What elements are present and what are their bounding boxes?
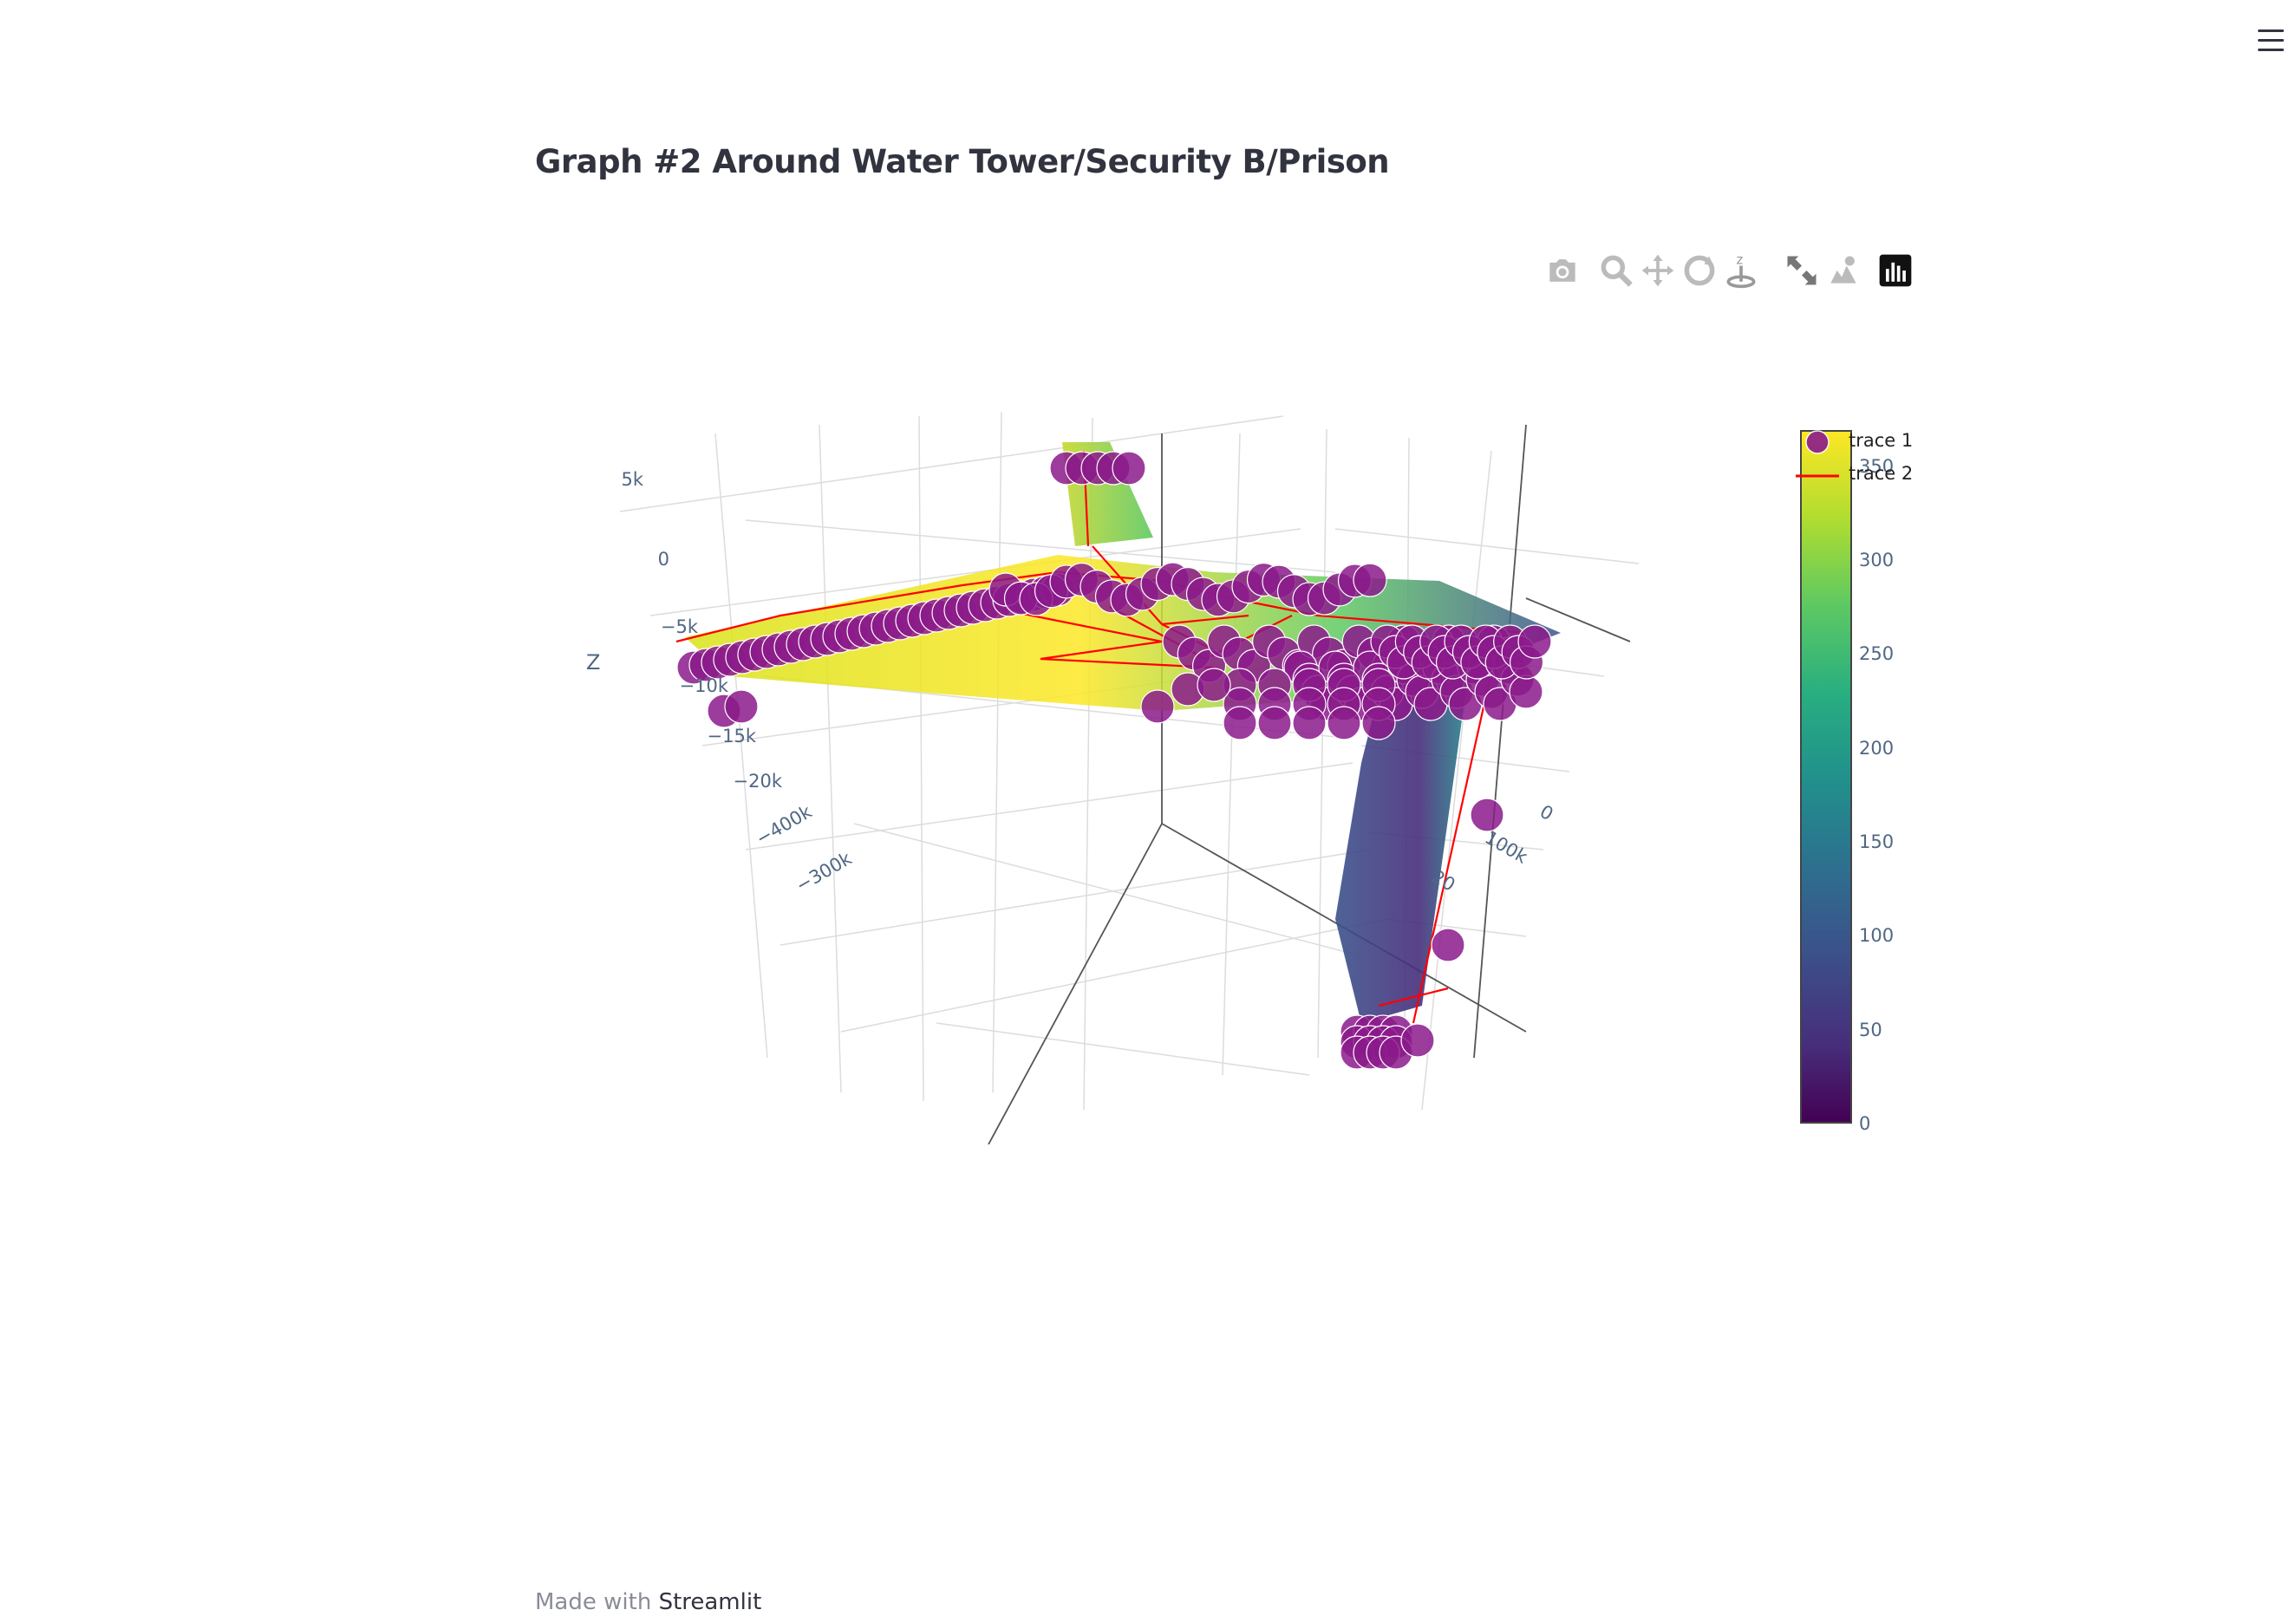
camera-icon xyxy=(1549,259,1575,282)
trace-1-marker[interactable] xyxy=(724,689,759,724)
z-tick: −20k xyxy=(734,771,783,792)
z-tick: −10k xyxy=(680,675,729,696)
trace-1-marker[interactable] xyxy=(1509,675,1543,709)
z-tick: −5k xyxy=(661,616,699,637)
z-tick: 0 xyxy=(658,549,669,570)
colorbar xyxy=(1800,430,1852,1124)
reset-camera-icon xyxy=(1787,256,1817,285)
hover-mode-button[interactable] xyxy=(1824,251,1862,290)
main-menu-button[interactable] xyxy=(2254,24,2287,57)
trace-1-marker[interactable] xyxy=(1292,706,1327,740)
trace-1-marker[interactable] xyxy=(1257,706,1292,740)
orbit-icon xyxy=(1684,255,1715,286)
colorbar-tick: 300 xyxy=(1859,550,1895,570)
marker-symbol-icon xyxy=(1805,430,1830,454)
plotly-logo-button[interactable] xyxy=(1876,251,1914,290)
orbit-rotation-button[interactable] xyxy=(1680,251,1719,290)
plot-modebar: z xyxy=(1543,251,1925,295)
colorbar-tick: 0 xyxy=(1859,1113,1871,1134)
page-title: Graph #2 Around Water Tower/Security B/P… xyxy=(535,143,1390,180)
trace-1-marker[interactable] xyxy=(1140,689,1175,724)
z-axis-label: Z xyxy=(586,650,600,675)
colorbar-tick: 50 xyxy=(1859,1019,1882,1040)
zoom-button[interactable] xyxy=(1597,251,1635,290)
trace-1-markers xyxy=(676,451,1552,1070)
legend-label: trace 2 xyxy=(1849,463,1914,484)
x-axis-ticks: −400k −300k xyxy=(753,801,856,896)
x-tick: −400k xyxy=(753,801,816,850)
colorbar-tick: 150 xyxy=(1859,831,1895,852)
trace-1-marker[interactable] xyxy=(1400,1023,1435,1058)
plotly-logo-icon xyxy=(1879,254,1912,287)
turntable-icon: z xyxy=(1726,253,1756,289)
download-png-button[interactable] xyxy=(1543,251,1582,290)
trace-1-marker[interactable] xyxy=(1431,928,1465,962)
pan-button[interactable] xyxy=(1639,251,1677,290)
pan-icon xyxy=(1641,254,1674,287)
z-tick: 5k xyxy=(621,469,643,490)
colorbar-tick: 350 xyxy=(1859,455,1895,477)
trace-1-marker[interactable] xyxy=(1223,706,1257,740)
line-symbol-icon xyxy=(1796,474,1839,478)
legend-label: trace 1 xyxy=(1849,430,1914,451)
trace-1-marker[interactable] xyxy=(1517,624,1552,659)
turntable-rotation-button[interactable]: z xyxy=(1722,251,1760,290)
footer-prefix: Made with xyxy=(535,1589,652,1615)
y-tick: 0 xyxy=(1536,801,1557,825)
trace-1-marker[interactable] xyxy=(1470,798,1504,832)
x-tick: −300k xyxy=(793,848,856,896)
legend: trace 1 trace 2 xyxy=(1791,427,1939,492)
hover-icon xyxy=(1830,256,1856,284)
svg-text:z: z xyxy=(1737,253,1744,268)
footer: Made with Streamlit xyxy=(535,1589,761,1615)
legend-item-trace-2[interactable]: trace 2 xyxy=(1791,460,1939,492)
z-axis-ticks: 5k 0 −5k −10k −15k −20k xyxy=(621,469,782,792)
colorbar-tick: 250 xyxy=(1859,643,1895,665)
plot-3d-scene[interactable]: 5k 0 −5k −10k −15k −20k Z −400k −300k 0 … xyxy=(555,399,1942,1144)
legend-item-trace-1[interactable]: trace 1 xyxy=(1791,427,1939,460)
trace-1-marker[interactable] xyxy=(1327,706,1361,740)
zoom-icon xyxy=(1601,255,1633,287)
trace-1-marker[interactable] xyxy=(1197,668,1231,702)
trace-1-marker[interactable] xyxy=(1353,563,1387,597)
trace-1-marker[interactable] xyxy=(1112,451,1146,486)
z-tick: −15k xyxy=(708,726,757,746)
reset-camera-button[interactable] xyxy=(1783,251,1821,290)
colorbar-tick: 200 xyxy=(1859,737,1895,759)
trace-1-marker[interactable] xyxy=(1361,706,1396,740)
colorbar-tick: 100 xyxy=(1859,925,1895,947)
streamlit-link[interactable]: Streamlit xyxy=(658,1589,762,1615)
y-tick: 100k xyxy=(1482,827,1532,868)
